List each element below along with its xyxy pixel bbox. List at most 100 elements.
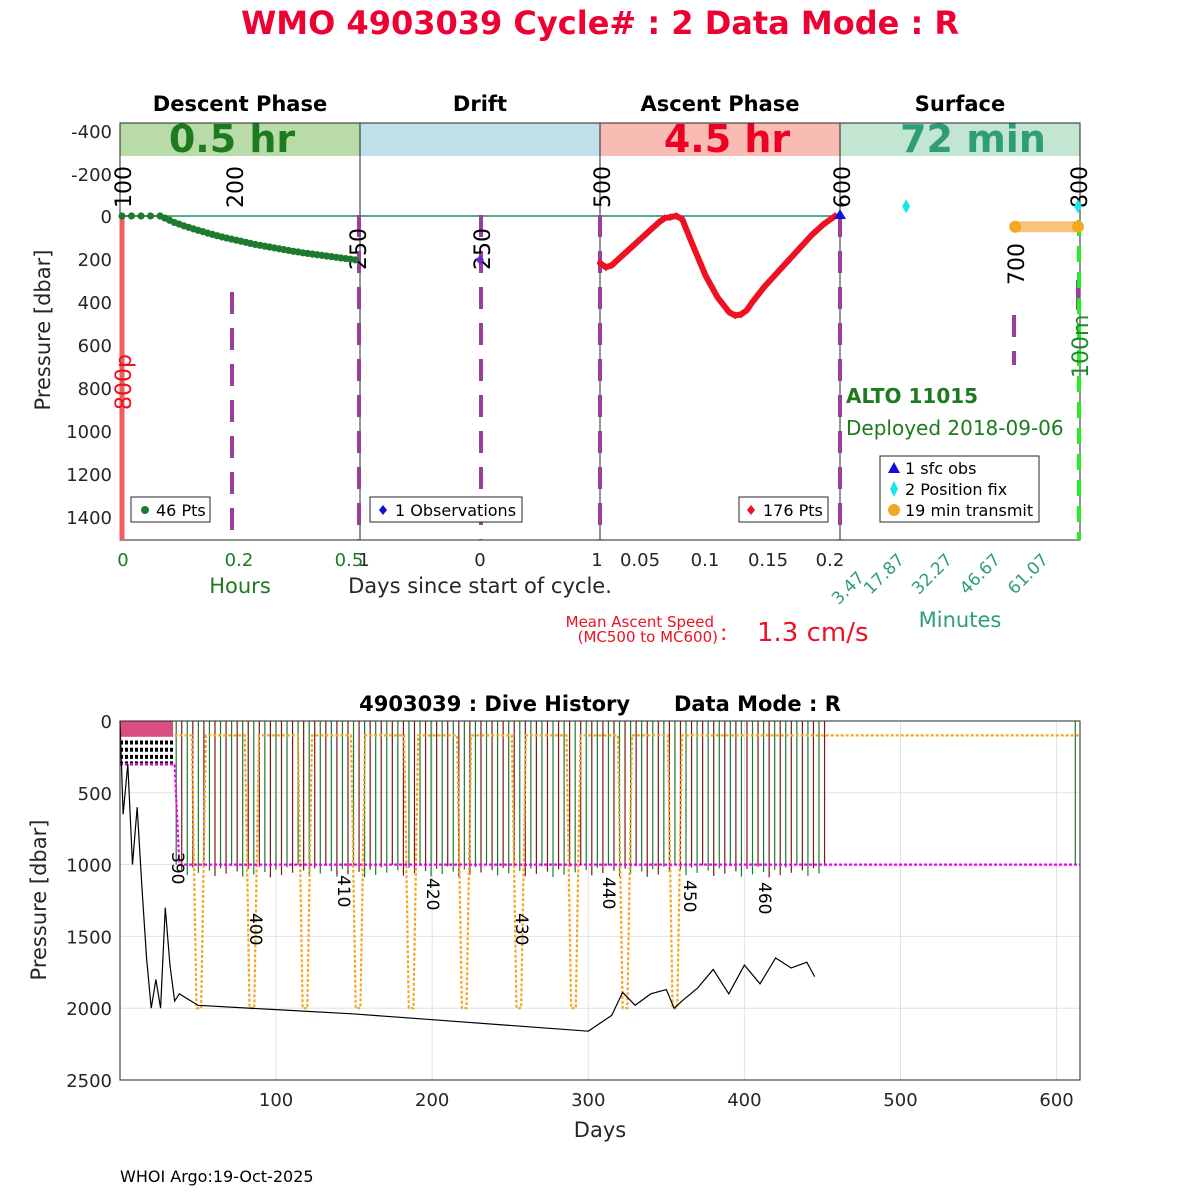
cycle-label: 430 — [511, 913, 531, 945]
mission-label-100m: 100m — [1069, 315, 1094, 378]
figure-title: WMO 4903039 Cycle# : 2 Data Mode : R — [241, 4, 959, 42]
ascent-point — [808, 231, 815, 240]
mission-label: 600 — [831, 166, 856, 208]
y-tick: 1500 — [66, 927, 112, 948]
legend-marker — [379, 505, 387, 515]
top-panels: Descent Phase Drift Ascent Phase Surface… — [31, 92, 1094, 648]
minutes-label: Minutes — [919, 608, 1002, 632]
descent-x-tick: 0.2 — [225, 550, 254, 571]
ascent-point — [785, 256, 791, 265]
ascent-point — [820, 220, 827, 229]
transmit-end — [1072, 220, 1084, 233]
y-tick: -400 — [71, 122, 112, 143]
cycle-label: 390 — [167, 852, 187, 884]
legend-marker-circle — [888, 504, 900, 516]
ascent-duration: 4.5 hr — [664, 117, 791, 161]
y-tick: 1400 — [66, 508, 112, 529]
ascent-point — [632, 239, 639, 248]
cycle-label: 450 — [679, 880, 699, 912]
cycle-labels: 390 400 410 420 430 440 450 460 — [167, 852, 774, 945]
ascent-x-tick: 0.15 — [748, 550, 788, 571]
ascent-point — [679, 215, 686, 224]
y-tick: 0 — [101, 207, 112, 228]
y-tick: 500 — [78, 784, 112, 805]
surface-series — [834, 199, 1084, 233]
descent-legend: 46 Pts — [130, 496, 211, 523]
ascent-series — [597, 212, 838, 320]
drift-point — [476, 254, 484, 265]
ascent-line — [597, 213, 838, 319]
x-tick: 400 — [727, 1090, 761, 1111]
legend-text: 46 Pts — [156, 501, 206, 520]
ascent-legend: 176 Pts — [738, 496, 829, 523]
ascent-point — [608, 261, 615, 270]
ascent-point — [673, 212, 680, 220]
x-tick: 100 — [259, 1090, 293, 1111]
ascent-point — [597, 259, 603, 268]
mission-label: 100 — [112, 166, 137, 208]
ascent-speed-colon: : — [720, 621, 727, 646]
y-tick: 1000 — [66, 422, 112, 443]
y-tick: 2000 — [66, 999, 112, 1020]
ascent-x-tick: 0.1 — [691, 550, 720, 571]
y-tick: 400 — [78, 293, 112, 314]
drift-series — [476, 254, 484, 265]
legend-marker-triangle — [888, 462, 900, 473]
descent-duration: 0.5 hr — [169, 117, 296, 161]
descent-point — [146, 212, 155, 220]
phase-title-drift: Drift — [453, 92, 507, 116]
ascent-speed-value: 1.3 cm/s — [757, 618, 869, 648]
sfc-obs-point — [834, 209, 846, 219]
descent-point — [127, 212, 136, 220]
descent-band — [120, 123, 360, 156]
mission-label: 250 — [347, 228, 372, 270]
x-tick: 200 — [415, 1090, 449, 1111]
y-tick: 2500 — [66, 1071, 112, 1092]
drift-x-tick: 1 — [358, 550, 369, 571]
days-since-label: Days since start of cycle. — [348, 574, 612, 598]
cycle-label: 440 — [598, 877, 618, 909]
legend-marker-diamond — [890, 481, 898, 497]
dive-profiles — [120, 721, 1076, 878]
mission-label: 500 — [591, 166, 616, 208]
footer-credit: WHOI Argo:19-Oct-2025 — [120, 1167, 314, 1186]
ascent-x-tick: 0.2 — [816, 550, 845, 571]
descent-point — [351, 256, 359, 264]
ascent-point — [661, 214, 668, 223]
y-tick: 800 — [78, 379, 112, 400]
ascent-x-tick: 0.05 — [620, 550, 660, 571]
float-id: ALTO 11015 — [846, 384, 978, 408]
dive-axes — [119, 720, 1081, 1081]
mission-label-800p: 800p — [112, 354, 137, 410]
surface-duration: 72 min — [900, 117, 1046, 161]
ascent-point — [644, 229, 650, 238]
drift-band — [360, 123, 600, 156]
dive-lines — [119, 720, 1080, 1032]
surface-x-tick: 46.67 — [956, 550, 1005, 599]
y-tick: -200 — [71, 165, 112, 186]
bottom-depth-line — [119, 720, 816, 1032]
dive-history-title: 4903039 : Dive History Data Mode : R — [359, 692, 841, 716]
ascent-point — [667, 213, 674, 222]
ascent-point — [796, 244, 803, 253]
y-tick: 1000 — [66, 856, 112, 877]
phase-title-surface: Surface — [915, 92, 1005, 116]
legend-box — [879, 455, 1040, 523]
deployed-date: Deployed 2018-09-06 — [846, 416, 1064, 440]
ascent-speed-label-1: Mean Ascent Speed — [566, 613, 714, 631]
ascent-point — [743, 306, 750, 315]
early-cycles-block — [120, 721, 174, 737]
dive-x-label: Days — [574, 1118, 626, 1142]
mission-label: 800 — [1068, 166, 1093, 208]
ascent-point — [749, 297, 756, 306]
park-depth-line — [120, 762, 1080, 866]
ascent-point — [620, 250, 627, 259]
legend-text: 1 Observations — [395, 501, 516, 520]
x-tick: 500 — [883, 1090, 917, 1111]
ascent-axes — [599, 122, 841, 541]
y-tick: 200 — [78, 250, 112, 271]
surface-x-tick: 32.27 — [908, 550, 957, 599]
ascent-point — [732, 311, 739, 320]
mission-label: 700 — [1005, 243, 1030, 285]
cycle-label: 460 — [754, 882, 774, 914]
